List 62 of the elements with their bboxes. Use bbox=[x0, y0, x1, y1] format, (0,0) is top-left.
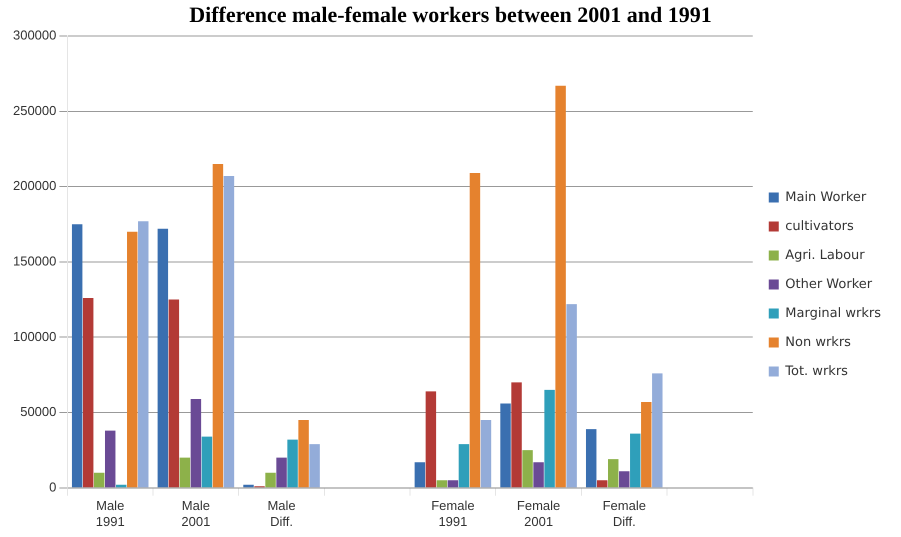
bar bbox=[202, 436, 212, 488]
bar bbox=[127, 232, 138, 488]
bar bbox=[158, 228, 168, 488]
x-tick-label: Male 1991 bbox=[96, 498, 125, 529]
bar bbox=[522, 450, 533, 488]
bar bbox=[265, 472, 276, 488]
bar bbox=[190, 398, 202, 488]
bar bbox=[458, 444, 470, 488]
y-tick-label: 300000 bbox=[12, 28, 56, 43]
bar bbox=[470, 173, 480, 488]
y-tick-label: 200000 bbox=[12, 178, 56, 194]
bar bbox=[448, 480, 458, 488]
bar bbox=[586, 429, 596, 488]
bar bbox=[414, 462, 426, 488]
x-tick-label: Male Diff. bbox=[267, 498, 296, 529]
bar bbox=[212, 164, 224, 488]
legend-label: Agri. Labour bbox=[785, 248, 866, 263]
bar bbox=[243, 484, 254, 488]
bar bbox=[511, 382, 522, 488]
legend-label: Tot. wrkrs bbox=[784, 364, 848, 379]
bar bbox=[641, 402, 652, 488]
x-tick-label: Male 2001 bbox=[181, 498, 210, 529]
legend-label: Main Worker bbox=[785, 190, 867, 205]
bar bbox=[94, 472, 104, 488]
chart-title: Difference male-female workers between 2001 and 1991 bbox=[188, 2, 713, 28]
y-tick-label: 50000 bbox=[20, 404, 56, 420]
legend-label: Non wrkrs bbox=[785, 334, 852, 350]
bar bbox=[309, 444, 320, 488]
bar bbox=[224, 176, 234, 488]
y-tick-label: 250000 bbox=[12, 102, 56, 118]
bar bbox=[276, 458, 287, 488]
bar bbox=[596, 480, 608, 488]
x-tick-label: Female Diff. bbox=[602, 498, 646, 529]
bar bbox=[480, 420, 492, 488]
bar bbox=[555, 86, 566, 488]
x-tick-label: Female 2001 bbox=[516, 498, 560, 529]
legend-label: Marginal wrkrs bbox=[785, 306, 882, 321]
bar bbox=[619, 471, 630, 488]
y-tick-label: 150000 bbox=[12, 253, 56, 268]
bar bbox=[426, 391, 436, 488]
bar bbox=[116, 484, 126, 488]
bar bbox=[436, 480, 448, 488]
x-tick-label: Female 1991 bbox=[431, 498, 475, 529]
y-tick-label: 100000 bbox=[12, 328, 56, 344]
legend-label: cultivators bbox=[785, 218, 854, 234]
bar bbox=[138, 221, 148, 488]
bar bbox=[566, 304, 577, 488]
bar bbox=[500, 403, 511, 488]
bar bbox=[630, 434, 641, 488]
bar bbox=[72, 224, 82, 488]
bar bbox=[104, 430, 116, 488]
bar bbox=[533, 462, 544, 488]
y-tick-label: 0 bbox=[49, 479, 56, 494]
bar bbox=[544, 390, 555, 488]
legend-label: Other Worker bbox=[785, 276, 873, 292]
bar bbox=[608, 459, 618, 488]
bar bbox=[287, 440, 298, 488]
bar bbox=[82, 298, 94, 488]
bar bbox=[652, 373, 663, 488]
bar bbox=[180, 458, 190, 488]
bar bbox=[298, 420, 309, 488]
bar bbox=[168, 300, 180, 488]
